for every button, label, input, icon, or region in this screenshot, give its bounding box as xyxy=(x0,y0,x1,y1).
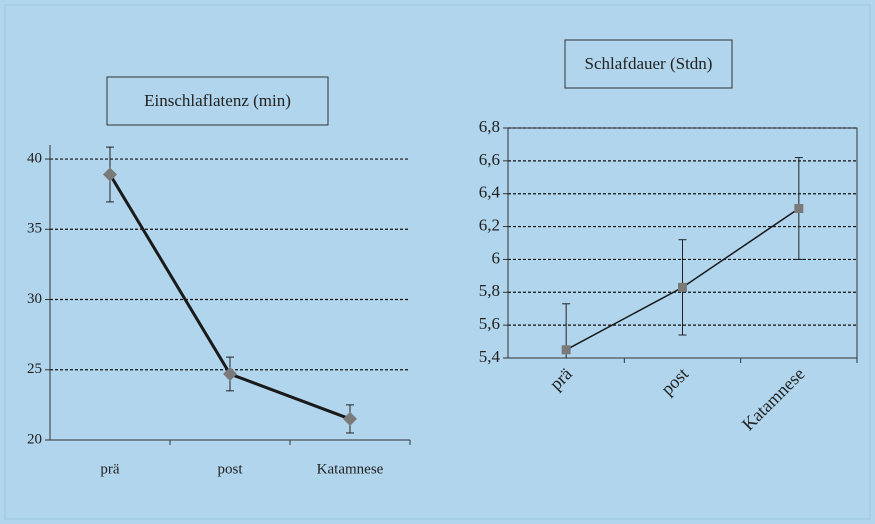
marker xyxy=(794,204,804,213)
y-tick-label: 6,2 xyxy=(479,215,500,234)
error-bars xyxy=(106,146,354,434)
y-tick-label: 5,6 xyxy=(479,314,500,333)
chart: Einschlaflatenz (min) 20 25 30 35 40 prä post Ka… xyxy=(27,76,411,477)
frame xyxy=(4,4,871,520)
y-tick-label: 5,8 xyxy=(479,281,500,300)
x-tick-label: post xyxy=(217,461,243,477)
x-tick-label: post xyxy=(657,364,692,399)
title-box xyxy=(106,76,329,126)
y-tick-label: 6,8 xyxy=(479,117,500,136)
x-tick-label: Katamnese xyxy=(738,364,809,435)
y-tick-label: 5,4 xyxy=(479,347,501,366)
y-tick-label: 30 xyxy=(27,291,42,307)
chart-title: Schlafdauer (Stdn) xyxy=(585,54,713,73)
y-tick-label: 35 xyxy=(27,221,42,237)
y-tick-label: 20 xyxy=(27,431,42,447)
y-tick-label: 6,4 xyxy=(479,183,501,202)
x-tick-label: prä xyxy=(546,364,576,394)
marker xyxy=(103,167,117,182)
marker xyxy=(561,345,571,355)
y-tick-label: 40 xyxy=(27,150,42,166)
y-tick-label: 6,6 xyxy=(479,150,500,169)
y-tick-label: 25 xyxy=(27,361,42,377)
plot-border xyxy=(507,127,858,359)
marker xyxy=(343,411,357,426)
marker xyxy=(223,366,237,381)
x-tick-label: Katamnese xyxy=(317,461,384,477)
x-tick-label: prä xyxy=(100,461,119,477)
y-tick-label: 6 xyxy=(492,248,501,267)
title-box xyxy=(564,39,733,89)
marker xyxy=(678,282,687,292)
chart-title: Einschlaflatenz (min) xyxy=(144,91,291,110)
chart: Schlafdauer (Stdn) 5,4 5,6 5,8 6 6,2 6,4 6,6 6,8… xyxy=(479,39,858,435)
